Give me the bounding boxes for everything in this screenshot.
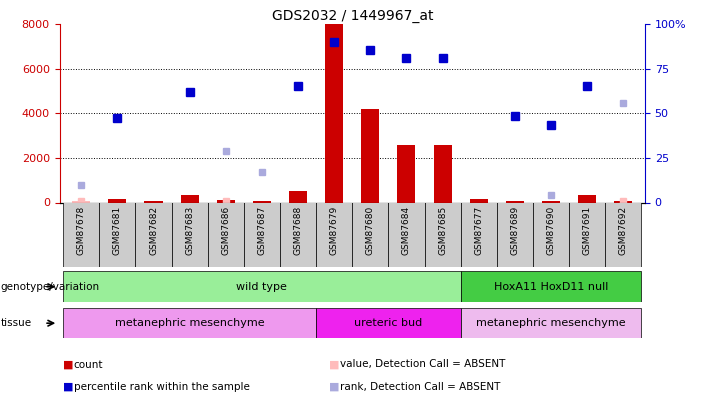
FancyBboxPatch shape: [388, 202, 425, 267]
Text: genotype/variation: genotype/variation: [1, 282, 100, 292]
FancyBboxPatch shape: [100, 202, 135, 267]
Text: metanephric mesenchyme: metanephric mesenchyme: [115, 318, 264, 328]
Text: HoxA11 HoxD11 null: HoxA11 HoxD11 null: [494, 281, 608, 292]
Text: GSM87680: GSM87680: [366, 206, 375, 255]
Bar: [109, 199, 126, 202]
Bar: [253, 201, 271, 202]
Text: GSM87685: GSM87685: [438, 206, 447, 255]
FancyBboxPatch shape: [461, 271, 641, 302]
FancyBboxPatch shape: [63, 308, 316, 338]
FancyBboxPatch shape: [533, 202, 569, 267]
Bar: [578, 195, 596, 202]
Bar: [470, 199, 488, 202]
Text: count: count: [74, 360, 103, 369]
Text: rank, Detection Call = ABSENT: rank, Detection Call = ABSENT: [340, 382, 501, 392]
Bar: [542, 201, 560, 202]
Bar: [72, 201, 90, 202]
Text: GSM87692: GSM87692: [619, 206, 627, 255]
Bar: [325, 24, 343, 202]
Bar: [614, 201, 632, 202]
Text: ■: ■: [329, 382, 340, 392]
FancyBboxPatch shape: [172, 202, 207, 267]
Text: metanephric mesenchyme: metanephric mesenchyme: [476, 318, 626, 328]
Text: GSM87690: GSM87690: [547, 206, 555, 255]
Text: ureteric bud: ureteric bud: [354, 318, 423, 328]
FancyBboxPatch shape: [605, 202, 641, 267]
FancyBboxPatch shape: [461, 202, 497, 267]
Text: GSM87679: GSM87679: [329, 206, 339, 255]
Text: GSM87683: GSM87683: [185, 206, 194, 255]
FancyBboxPatch shape: [207, 202, 244, 267]
Text: percentile rank within the sample: percentile rank within the sample: [74, 382, 250, 392]
Text: GSM87691: GSM87691: [583, 206, 592, 255]
FancyBboxPatch shape: [353, 202, 388, 267]
FancyBboxPatch shape: [569, 202, 605, 267]
FancyBboxPatch shape: [244, 202, 280, 267]
Text: value, Detection Call = ABSENT: value, Detection Call = ABSENT: [340, 360, 505, 369]
Text: GSM87686: GSM87686: [222, 206, 231, 255]
Text: ■: ■: [63, 360, 74, 369]
Text: GSM87682: GSM87682: [149, 206, 158, 255]
FancyBboxPatch shape: [63, 271, 461, 302]
FancyBboxPatch shape: [461, 308, 641, 338]
Text: ■: ■: [329, 360, 340, 369]
Text: GSM87684: GSM87684: [402, 206, 411, 255]
FancyBboxPatch shape: [63, 202, 100, 267]
Bar: [506, 201, 524, 202]
Text: ■: ■: [63, 382, 74, 392]
Bar: [433, 145, 451, 202]
Bar: [361, 109, 379, 202]
Bar: [217, 200, 235, 202]
Text: GSM87687: GSM87687: [257, 206, 266, 255]
Bar: [289, 192, 307, 202]
Text: wild type: wild type: [236, 281, 287, 292]
FancyBboxPatch shape: [497, 202, 533, 267]
Text: GSM87677: GSM87677: [474, 206, 483, 255]
Text: tissue: tissue: [1, 318, 32, 328]
FancyBboxPatch shape: [135, 202, 172, 267]
FancyBboxPatch shape: [316, 202, 353, 267]
Text: GSM87681: GSM87681: [113, 206, 122, 255]
Text: GSM87688: GSM87688: [294, 206, 303, 255]
Title: GDS2032 / 1449967_at: GDS2032 / 1449967_at: [271, 9, 433, 23]
Bar: [397, 145, 416, 202]
Text: GSM87678: GSM87678: [77, 206, 86, 255]
Bar: [181, 195, 198, 202]
FancyBboxPatch shape: [425, 202, 461, 267]
Text: GSM87689: GSM87689: [510, 206, 519, 255]
FancyBboxPatch shape: [280, 202, 316, 267]
Bar: [144, 201, 163, 202]
FancyBboxPatch shape: [316, 308, 461, 338]
